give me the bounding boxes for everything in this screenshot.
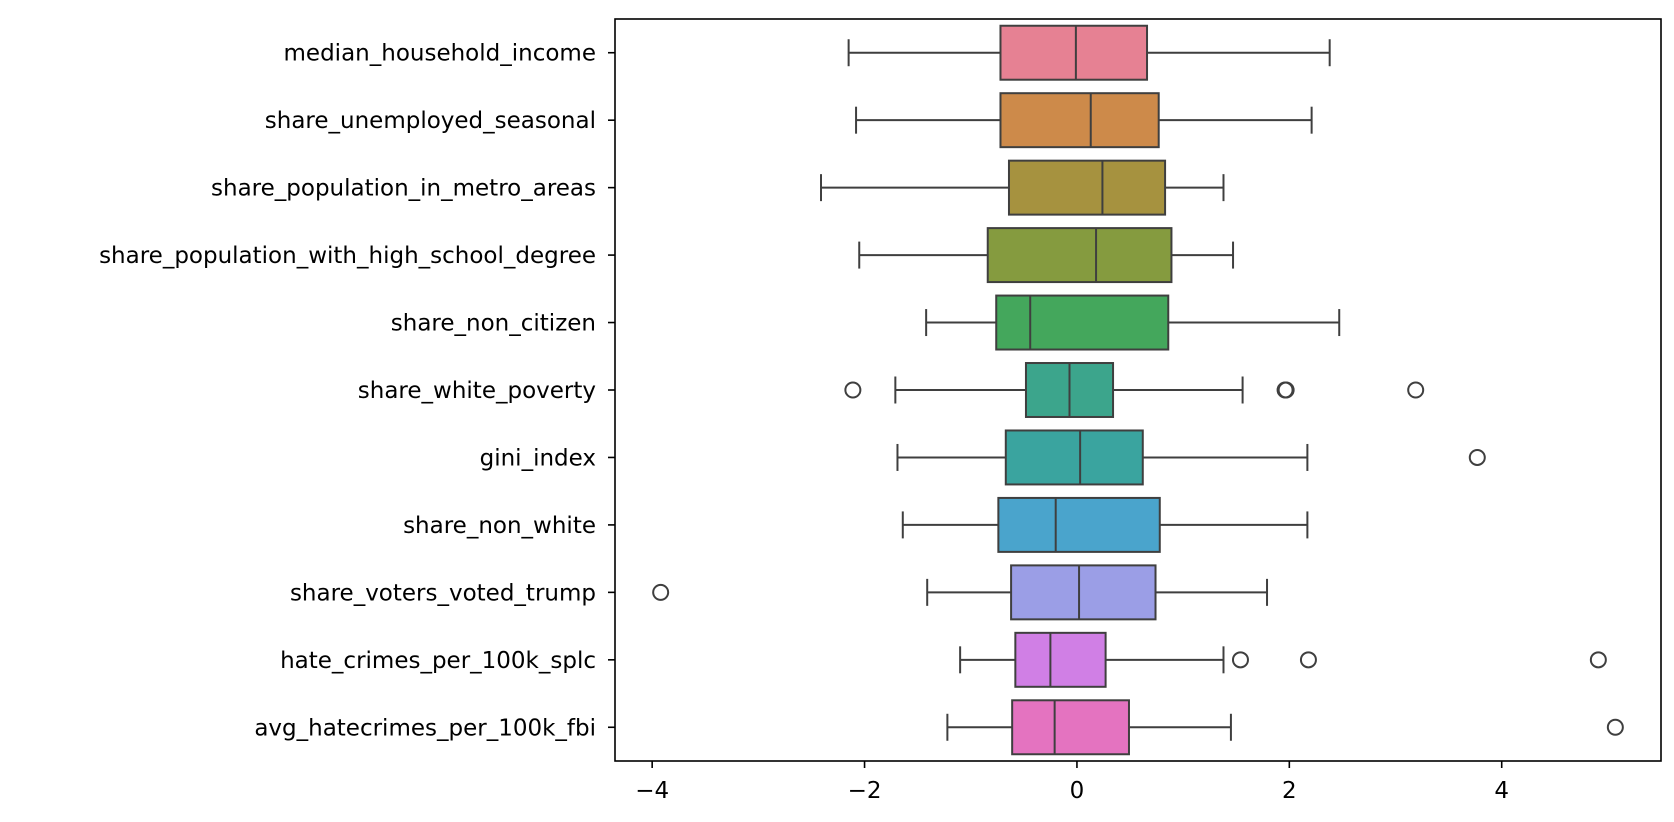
outlier-point <box>844 381 862 399</box>
x-tick-label: 2 <box>1282 778 1297 804</box>
box-group-share_unemployed_seasonal <box>855 92 1313 149</box>
box-iqr <box>1010 564 1157 621</box>
box-group-share_non_citizen <box>925 294 1341 351</box>
box-group-median_household_income <box>847 24 1331 81</box>
box-group-share_population_in_metro_areas <box>820 159 1225 216</box>
y-tick-label: share_voters_voted_trump <box>290 580 596 606</box>
outlier-point <box>1606 718 1624 736</box>
y-tick-label: share_unemployed_seasonal <box>265 108 596 134</box>
y-tick-label: share_population_with_high_school_degree <box>99 243 596 269</box>
box-iqr <box>1011 699 1130 756</box>
box-iqr <box>1007 159 1167 216</box>
box-iqr <box>997 496 1161 553</box>
box-group-hate_crimes_per_100k_splc <box>959 631 1607 688</box>
x-axis: −4 −2 0 2 4 <box>635 761 1509 804</box>
box-iqr <box>995 294 1170 351</box>
x-tick-label: −4 <box>635 778 669 804</box>
box-group-share_non_white <box>901 496 1309 553</box>
y-tick-label: gini_index <box>480 445 596 471</box>
box-iqr <box>999 24 1149 81</box>
box-group-avg_hatecrimes_per_100k_fbi <box>946 699 1624 756</box>
outlier-point <box>1299 651 1317 669</box>
box-group-share_white_poverty <box>844 362 1425 418</box>
x-tick-label: 0 <box>1070 778 1085 804</box>
y-tick-label: share_non_citizen <box>391 311 596 337</box>
box-iqr <box>1004 429 1144 486</box>
y-tick-label: hate_crimes_per_100k_splc <box>280 648 596 674</box>
box-group-share_voters_voted_trump <box>652 564 1269 621</box>
outlier-point <box>1231 651 1249 669</box>
y-tick-label: share_non_white <box>403 513 596 539</box>
y-tick-label: median_household_income <box>284 41 596 67</box>
plot-area <box>652 24 1624 756</box>
outlier-point <box>1407 381 1425 399</box>
outlier-point <box>1277 381 1295 399</box>
outlier-point <box>1589 651 1607 669</box>
box-group-share_population_with_high_school_degree <box>858 227 1235 284</box>
box-group-gini_index <box>896 429 1486 486</box>
y-tick-label: share_white_poverty <box>358 378 596 404</box>
y-tick-label: share_population_in_metro_areas <box>211 176 596 202</box>
box-iqr <box>999 92 1160 149</box>
y-axis: median_household_income share_unemployed_… <box>99 41 615 741</box>
box-iqr <box>1014 631 1107 688</box>
outlier-point <box>652 583 670 601</box>
y-tick-label: avg_hatecrimes_per_100k_fbi <box>254 715 596 741</box>
x-tick-label: −2 <box>848 778 882 804</box>
box-iqr <box>986 227 1173 284</box>
outlier-point <box>1468 448 1486 466</box>
x-tick-label: 4 <box>1494 778 1509 804</box>
